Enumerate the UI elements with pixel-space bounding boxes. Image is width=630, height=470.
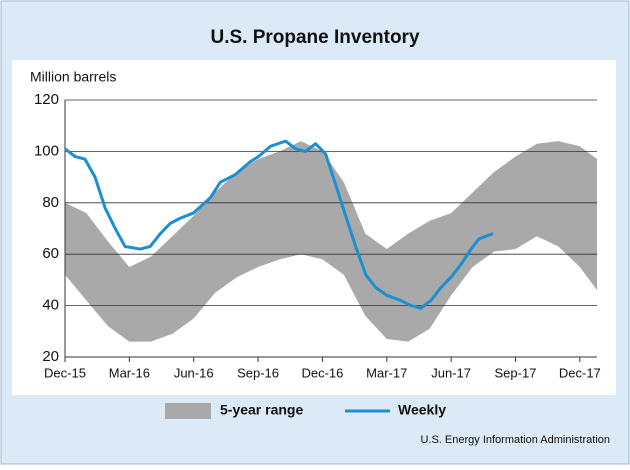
x-tick-label: Mar-16 (109, 365, 150, 380)
y-tick-label: 80 (42, 194, 59, 211)
x-tick-label: Sep-17 (495, 365, 537, 380)
y-tick-label: 120 (34, 91, 59, 108)
x-tick-label: Dec-15 (44, 365, 86, 380)
y-tick-label: 20 (42, 348, 59, 365)
legend-swatch (165, 403, 211, 419)
y-tick-label: 60 (42, 245, 59, 262)
line (64, 139, 494, 310)
y-tick-label: 40 (42, 297, 59, 314)
x-tick-label: Dec-16 (301, 365, 343, 380)
legend-label: Weekly (398, 402, 446, 418)
x-tick-label: Jun-17 (431, 365, 471, 380)
y-axis-label: Million barrels (30, 69, 116, 85)
x-tick-label: Mar-17 (366, 365, 407, 380)
x-tick-label: Jun-16 (174, 365, 214, 380)
x-tick-label: Dec-17 (559, 365, 601, 380)
range-area (65, 141, 597, 342)
source: U.S. Energy Information Administration (420, 434, 610, 446)
chart-title: U.S. Propane Inventory (210, 27, 419, 48)
y-tick-label: 100 (34, 142, 59, 159)
legend-label: 5-year range (220, 402, 303, 418)
x-tick-label: Sep-16 (237, 365, 279, 380)
